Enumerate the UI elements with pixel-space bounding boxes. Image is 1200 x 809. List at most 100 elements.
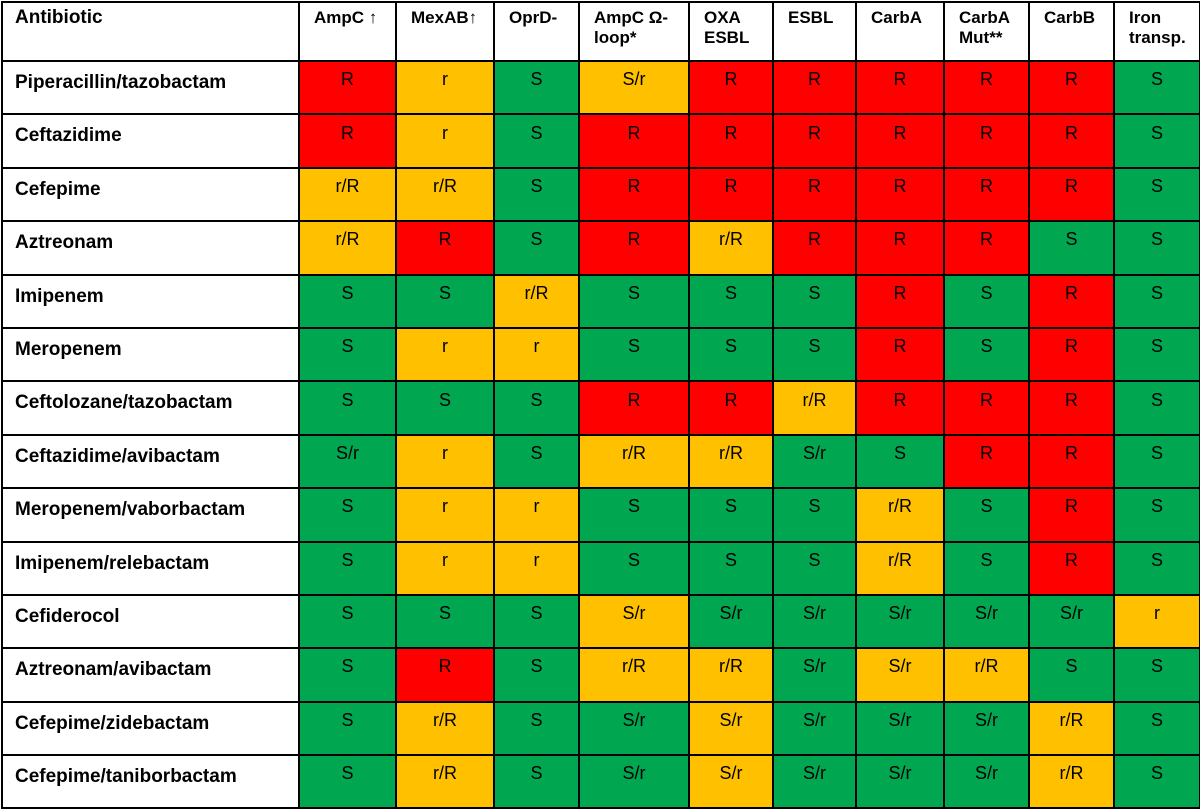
antibiotic-name: Ceftazidime/avibactam (1, 433, 300, 490)
susceptibility-cell: S/r (943, 754, 1030, 809)
susceptibility-cell: r/R (395, 754, 495, 809)
susceptibility-cell: R (1028, 273, 1115, 329)
susceptibility-cell: S (298, 593, 397, 650)
susceptibility-cell: S (772, 326, 857, 383)
susceptibility-cell: S (1113, 433, 1200, 490)
header-col: AmpC ↑ (298, 1, 397, 62)
susceptibility-cell: r/R (772, 380, 857, 436)
susceptibility-cell: R (688, 113, 774, 169)
susceptibility-cell: r/R (395, 166, 495, 223)
susceptibility-cell: R (578, 380, 690, 436)
susceptibility-cell: r (395, 540, 495, 596)
susceptibility-cell: R (855, 273, 945, 329)
susceptibility-cell: S (1113, 700, 1200, 757)
susceptibility-cell: S (1113, 273, 1200, 329)
susceptibility-cell: S (493, 700, 580, 757)
susceptibility-cell: R (855, 166, 945, 223)
susceptibility-cell: S/r (298, 433, 397, 490)
susceptibility-cell: R (772, 166, 857, 223)
susceptibility-cell: S/r (578, 593, 690, 650)
susceptibility-cell: r/R (855, 540, 945, 596)
susceptibility-cell: r (493, 326, 580, 383)
susceptibility-cell: S/r (855, 754, 945, 809)
susceptibility-cell: S (298, 647, 397, 703)
susceptibility-cell: S/r (772, 754, 857, 809)
susceptibility-cell: R (578, 113, 690, 169)
susceptibility-cell: S (298, 380, 397, 436)
susceptibility-cell: R (855, 326, 945, 383)
susceptibility-cell: S (493, 754, 580, 809)
susceptibility-cell: r (395, 113, 495, 169)
susceptibility-cell: S (688, 487, 774, 543)
susceptibility-cell: r/R (943, 647, 1030, 703)
susceptibility-cell: r/R (578, 433, 690, 490)
susceptibility-cell: r/R (298, 166, 397, 223)
susceptibility-cell: R (943, 380, 1030, 436)
susceptibility-cell: S (298, 700, 397, 757)
susceptibility-cell: r (395, 326, 495, 383)
susceptibility-cell: S (1113, 220, 1200, 276)
susceptibility-cell: S/r (772, 433, 857, 490)
susceptibility-cell: S/r (772, 700, 857, 757)
header-col: MexAB↑ (395, 1, 495, 62)
susceptibility-cell: S (943, 487, 1030, 543)
susceptibility-cell: R (688, 59, 774, 116)
antibiotic-name: Cefiderocol (1, 593, 300, 650)
susceptibility-cell: S (688, 273, 774, 329)
susceptibility-cell: R (395, 220, 495, 276)
antibiotic-name: Ceftolozane/tazobactam (1, 380, 300, 436)
susceptibility-cell: S (493, 380, 580, 436)
susceptibility-cell: S (1028, 647, 1115, 703)
susceptibility-cell: S (578, 487, 690, 543)
susceptibility-cell: S (688, 540, 774, 596)
susceptibility-cell: r/R (395, 700, 495, 757)
susceptibility-cell: R (1028, 433, 1115, 490)
susceptibility-cell: S (1113, 380, 1200, 436)
susceptibility-cell: S (395, 593, 495, 650)
susceptibility-cell: S (1113, 487, 1200, 543)
susceptibility-cell: r/R (1028, 754, 1115, 809)
antibiotic-name: Aztreonam (1, 220, 300, 276)
susceptibility-cell: r (493, 540, 580, 596)
susceptibility-cell: S/r (578, 700, 690, 757)
susceptibility-cell: r (1113, 593, 1200, 650)
susceptibility-cell: S (943, 326, 1030, 383)
susceptibility-cell: S/r (578, 754, 690, 809)
susceptibility-cell: R (395, 647, 495, 703)
antibiotic-name: Cefepime/zidebactam (1, 700, 300, 757)
susceptibility-cell: S (943, 273, 1030, 329)
susceptibility-cell: R (943, 166, 1030, 223)
header-col: OprD- (493, 1, 580, 62)
susceptibility-cell: S (772, 540, 857, 596)
susceptibility-cell: S (493, 220, 580, 276)
susceptibility-cell: S (1113, 59, 1200, 116)
susceptibility-cell: S/r (688, 754, 774, 809)
antibiotic-name: Cefepime/taniborbactam (1, 754, 300, 809)
susceptibility-cell: r/R (578, 647, 690, 703)
susceptibility-cell: S (395, 380, 495, 436)
susceptibility-cell: S/r (772, 647, 857, 703)
susceptibility-cell: S/r (855, 700, 945, 757)
susceptibility-cell: S (395, 273, 495, 329)
susceptibility-cell: S/r (578, 59, 690, 116)
susceptibility-cell: R (943, 113, 1030, 169)
header-col: CarbB (1028, 1, 1115, 62)
antibiotic-name: Aztreonam/avibactam (1, 647, 300, 703)
susceptibility-cell: r/R (298, 220, 397, 276)
susceptibility-cell: r (395, 433, 495, 490)
susceptibility-cell: R (298, 59, 397, 116)
header-col: CarbA Mut** (943, 1, 1030, 62)
antibiotic-name: Imipenem/relebactam (1, 540, 300, 596)
susceptibility-cell: S (943, 540, 1030, 596)
antibiotic-name: Meropenem (1, 326, 300, 383)
susceptibility-cell: R (855, 59, 945, 116)
susceptibility-cell: S (772, 487, 857, 543)
susceptibility-cell: S (298, 540, 397, 596)
